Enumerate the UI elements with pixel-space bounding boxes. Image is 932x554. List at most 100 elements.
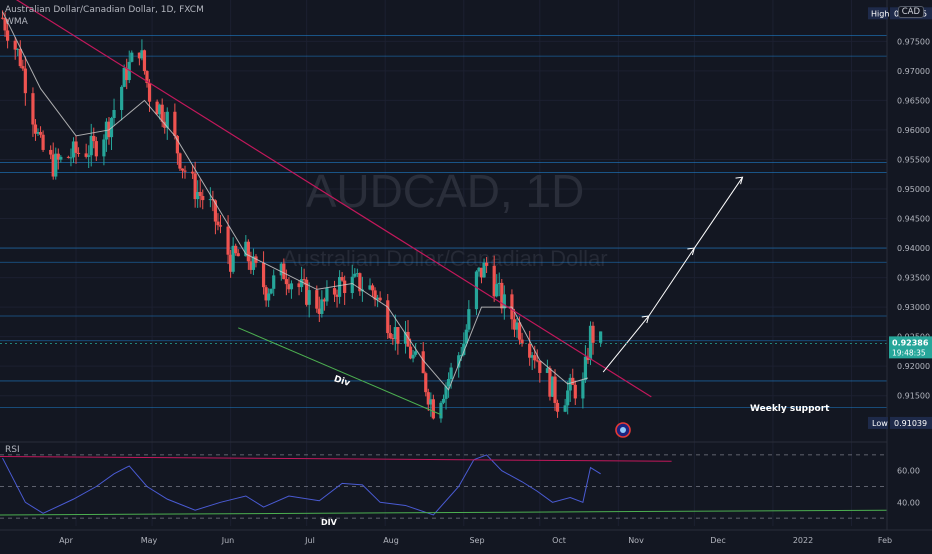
candle-body[interactable] — [76, 152, 81, 154]
projection-arrow-line[interactable] — [693, 176, 743, 249]
candle-body[interactable] — [441, 398, 446, 403]
candle-body[interactable] — [411, 354, 415, 359]
candle-body[interactable] — [355, 273, 359, 275]
candle-body[interactable] — [41, 134, 45, 150]
candle-body[interactable] — [165, 111, 169, 128]
candle-body[interactable] — [54, 153, 58, 177]
candle-body[interactable] — [272, 275, 276, 289]
candle-body[interactable] — [89, 135, 93, 156]
candle-body[interactable] — [92, 135, 96, 142]
wma-line[interactable] — [2, 11, 589, 391]
candle-body[interactable] — [145, 71, 149, 83]
candle-body[interactable] — [414, 351, 418, 355]
rsi-line[interactable] — [2, 454, 601, 516]
candle-body[interactable] — [125, 67, 129, 81]
time-axis[interactable] — [0, 530, 932, 550]
candle-body[interactable] — [446, 379, 451, 387]
candle-body[interactable] — [31, 93, 35, 125]
candle-body[interactable] — [284, 279, 288, 285]
candle-body[interactable] — [391, 338, 395, 340]
candle-body[interactable] — [376, 297, 380, 300]
candle-body[interactable] — [59, 156, 63, 160]
candle-body[interactable] — [142, 50, 147, 72]
candle-body[interactable] — [297, 283, 301, 288]
candle-body[interactable] — [305, 279, 309, 305]
candle-body[interactable] — [568, 377, 572, 391]
candle-body[interactable] — [251, 256, 256, 270]
candle-body[interactable] — [467, 309, 471, 330]
candle-body[interactable] — [0, 17, 5, 19]
candle-body[interactable] — [198, 191, 202, 197]
candle-body[interactable] — [315, 290, 319, 309]
candle-body[interactable] — [550, 376, 555, 397]
candle-body[interactable] — [231, 245, 235, 272]
candle-body[interactable] — [583, 356, 588, 380]
candle-body[interactable] — [155, 101, 159, 115]
candle-body[interactable] — [530, 355, 534, 358]
candle-body[interactable] — [368, 285, 372, 290]
candle-body[interactable] — [457, 355, 461, 368]
candle-body[interactable] — [449, 367, 453, 380]
candle-body[interactable] — [495, 284, 499, 297]
candle-body[interactable] — [84, 153, 88, 157]
candle-body[interactable] — [38, 132, 43, 135]
candle-body[interactable] — [137, 52, 141, 59]
candle-body[interactable] — [74, 141, 78, 153]
candle-body[interactable] — [49, 149, 53, 155]
candle-body[interactable] — [208, 199, 212, 201]
candle-body[interactable] — [479, 267, 484, 278]
symbol-title[interactable]: Australian Dollar/Canadian Dollar, 1D, F… — [5, 5, 204, 15]
candle-body[interactable] — [23, 68, 27, 94]
candle-body[interactable] — [429, 399, 433, 405]
divergence-support-line[interactable] — [238, 327, 442, 416]
candle-body[interactable] — [282, 263, 286, 280]
candle-body[interactable] — [147, 82, 152, 102]
candle-body[interactable] — [264, 287, 268, 301]
candle-body[interactable] — [332, 288, 337, 295]
candle-body[interactable] — [122, 67, 126, 87]
candle-body[interactable] — [599, 331, 603, 343]
candle-body[interactable] — [340, 277, 344, 281]
candle-body[interactable] — [581, 379, 585, 399]
candle-body[interactable] — [555, 402, 560, 412]
candle-body[interactable] — [388, 333, 392, 339]
candle-body[interactable] — [261, 262, 266, 288]
candle-body[interactable] — [343, 280, 347, 294]
candle-body[interactable] — [69, 157, 73, 159]
candle-body[interactable] — [393, 327, 397, 340]
candle-body[interactable] — [21, 66, 25, 69]
candle-body[interactable] — [158, 104, 162, 115]
candle-body[interactable] — [226, 226, 230, 255]
candle-body[interactable] — [403, 331, 408, 344]
wma-legend[interactable]: WMA — [5, 17, 28, 27]
projection-arrow-line[interactable] — [602, 315, 650, 373]
candle-body[interactable] — [517, 322, 522, 340]
candle-body[interactable] — [6, 30, 10, 41]
candle-body[interactable] — [56, 153, 60, 160]
candle-body[interactable] — [358, 273, 362, 292]
price-axis[interactable] — [887, 0, 932, 550]
candle-body[interactable] — [279, 263, 283, 276]
candle-body[interactable] — [444, 386, 448, 399]
candle-body[interactable] — [249, 261, 253, 270]
candle-body[interactable] — [299, 279, 304, 288]
candle-body[interactable] — [538, 361, 542, 373]
candle-body[interactable] — [500, 282, 504, 309]
candle-body[interactable] — [254, 256, 258, 263]
candle-body[interactable] — [512, 319, 517, 330]
candle-body[interactable] — [160, 104, 164, 122]
candle-body[interactable] — [533, 355, 537, 361]
candle-body[interactable] — [175, 135, 179, 154]
candle-body[interactable] — [173, 111, 177, 136]
candle-body[interactable] — [234, 245, 238, 254]
candle-body[interactable] — [302, 279, 306, 281]
candle-body[interactable] — [462, 343, 466, 355]
candle-body[interactable] — [244, 241, 248, 257]
candle-body[interactable] — [320, 299, 324, 314]
candle-body[interactable] — [317, 308, 321, 314]
candle-body[interactable] — [353, 273, 357, 277]
candle-body[interactable] — [120, 86, 124, 111]
candle-body[interactable] — [477, 267, 481, 272]
candle-body[interactable] — [426, 392, 430, 405]
